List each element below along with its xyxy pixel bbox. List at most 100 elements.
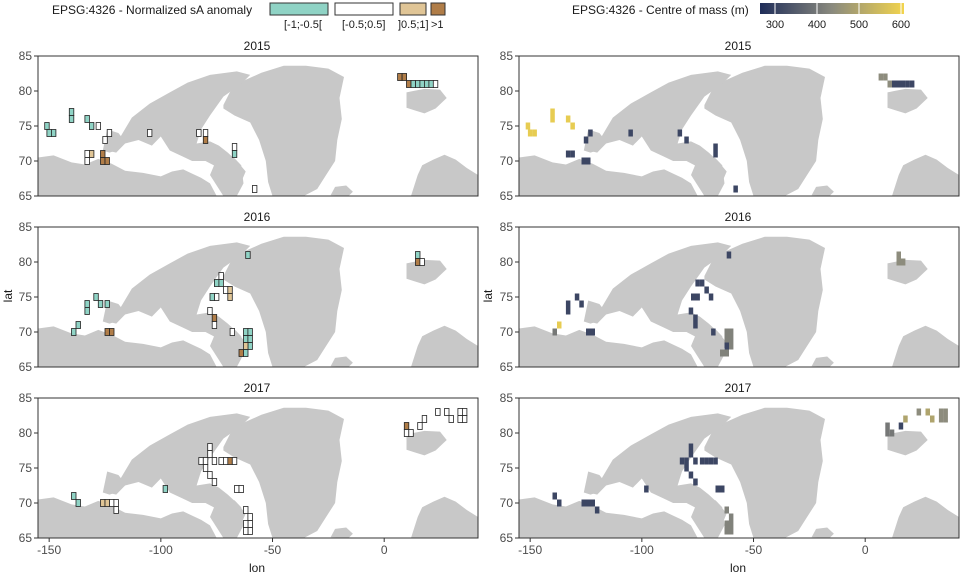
data-cell <box>397 73 403 81</box>
colorbar-label-600: 600 <box>892 19 910 31</box>
land-svalbard <box>887 88 928 114</box>
land-svalbard <box>887 259 928 285</box>
data-cell <box>713 150 718 158</box>
y-tick-label: 70 <box>500 154 514 168</box>
land-scandinavia <box>411 325 478 367</box>
data-cell <box>209 293 215 301</box>
data-cell <box>943 415 948 423</box>
data-cell <box>724 328 729 336</box>
land-baffin-south <box>210 158 244 196</box>
data-cell <box>889 429 895 437</box>
land-scandinavia <box>411 496 478 538</box>
data-cell <box>550 115 555 123</box>
strip-left-2015: 2015 <box>244 39 271 53</box>
land-banks-island <box>102 471 126 495</box>
land-svalbard <box>406 430 447 456</box>
panel-right-2016: 65 70 75 80 85 <box>500 220 960 374</box>
strip-right-2017: 2017 <box>725 381 752 395</box>
data-cell <box>444 408 450 416</box>
legend-com-colorbar <box>760 3 904 14</box>
data-cell <box>583 136 589 144</box>
data-cell <box>234 485 240 493</box>
data-cell <box>207 307 213 315</box>
land-layer <box>519 65 959 196</box>
data-cell <box>227 293 233 301</box>
data-cell <box>222 286 229 294</box>
data-cell <box>109 328 115 336</box>
y-tick-label: 70 <box>500 325 514 339</box>
legend-key-low-label: [-1;-0.5[ <box>284 19 322 31</box>
y-tick-label: 75 <box>500 461 514 475</box>
data-cell <box>198 457 204 465</box>
data-cell <box>104 499 110 507</box>
data-cell <box>432 80 439 88</box>
data-cell <box>565 307 571 315</box>
y-tick-label: 65 <box>500 360 514 374</box>
data-cell <box>896 258 901 266</box>
data-cell <box>100 150 106 158</box>
data-cell <box>550 108 555 116</box>
data-cell <box>695 293 700 301</box>
data-cell <box>733 185 738 193</box>
data-cell <box>202 129 209 137</box>
data-cell <box>202 457 209 465</box>
data-cell <box>84 300 90 308</box>
land-layer <box>38 407 478 538</box>
land-banks-island <box>583 300 607 324</box>
data-cell <box>461 408 468 416</box>
data-cell <box>95 122 101 130</box>
y-tick-label: 80 <box>19 426 33 440</box>
data-cell <box>102 136 108 144</box>
data-cell <box>448 415 454 423</box>
y-tick-label: 85 <box>19 391 33 405</box>
land-mainland-canada <box>519 155 698 196</box>
panel-right-2017: 65 70 75 80 85 -150 -100 -50 0 <box>500 391 960 557</box>
data-cell <box>247 513 253 521</box>
data-cell <box>720 349 725 357</box>
data-cell <box>728 513 734 521</box>
data-cell <box>419 258 425 266</box>
data-cell <box>109 499 115 507</box>
data-cell <box>89 122 95 130</box>
y-tick-label: 75 <box>500 119 514 133</box>
data-cell <box>243 342 249 350</box>
data-cell <box>84 150 90 158</box>
data-cell <box>251 185 258 193</box>
cells-layer <box>552 251 906 357</box>
data-cell <box>903 415 908 423</box>
data-cell <box>84 157 90 165</box>
data-cell <box>423 80 430 88</box>
data-cell <box>408 429 414 437</box>
land-greenland <box>223 407 344 538</box>
land-baffin-south <box>691 158 725 196</box>
legend-com: EPSG:4326 - Centre of mass (m) 300 400 5… <box>572 3 910 31</box>
data-cell <box>724 335 729 343</box>
data-cell <box>726 251 732 259</box>
data-cell <box>938 415 944 423</box>
data-cell <box>46 129 52 137</box>
data-cell <box>401 73 408 81</box>
data-cell <box>695 279 700 287</box>
data-cell <box>104 300 110 308</box>
data-cell <box>213 293 220 301</box>
data-cell <box>97 300 104 308</box>
land-mainland-canada <box>519 497 698 538</box>
x-tick-label: -100 <box>149 543 173 557</box>
land-mainland-canada <box>38 497 217 538</box>
land-arctic-archipelago <box>588 71 732 182</box>
x-axis-title-right: lon <box>730 561 746 575</box>
data-cell <box>557 321 562 329</box>
land-layer <box>38 65 478 196</box>
data-cell <box>565 300 571 308</box>
legend-key-mid-label: [-0.5;0.5] <box>342 19 385 31</box>
data-cell <box>909 80 915 88</box>
legend-key-mid <box>334 2 394 16</box>
data-cell <box>570 150 575 158</box>
data-cell <box>708 457 714 465</box>
y-tick-label: 85 <box>500 49 514 63</box>
data-cell <box>243 328 249 336</box>
data-cell <box>84 307 90 315</box>
data-cell <box>900 80 906 88</box>
land-iceland <box>330 185 353 196</box>
data-cell <box>590 499 595 507</box>
